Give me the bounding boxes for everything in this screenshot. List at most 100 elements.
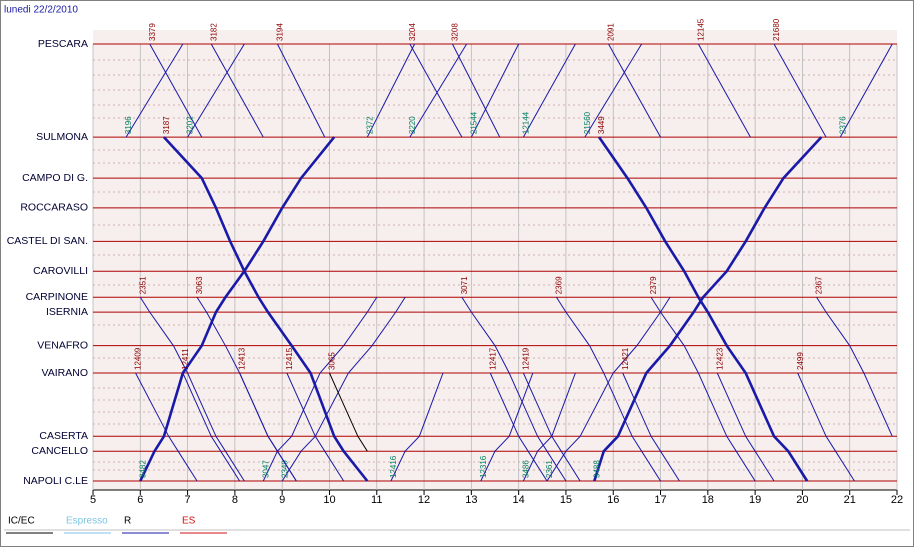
train-path	[522, 43, 576, 138]
x-tick-label: 10	[323, 494, 335, 506]
train-number: 2367	[815, 276, 824, 294]
train-number: 12411	[181, 348, 190, 370]
x-tick-label: 9	[279, 494, 285, 506]
x-tick-label: 7	[185, 494, 191, 506]
train-number: 12316	[479, 455, 488, 478]
train-number: 2091	[607, 23, 616, 41]
train-path	[390, 372, 444, 482]
x-tick-label: 12	[418, 494, 430, 506]
train-path	[409, 43, 463, 138]
train-number: 12416	[389, 455, 398, 478]
station-label: CARPINONE	[26, 291, 88, 303]
train-path	[522, 372, 581, 482]
train-number: 3486	[521, 460, 530, 478]
train-path	[697, 43, 751, 138]
train-number: 2369	[555, 276, 564, 294]
train-path	[489, 372, 548, 482]
train-number: 3047	[261, 460, 270, 478]
train-path	[139, 136, 336, 482]
legend-label: R	[124, 516, 131, 527]
train-number: 12409	[134, 347, 143, 370]
x-tick-label: 18	[702, 494, 714, 506]
station-label: PESCARA	[38, 38, 88, 50]
train-number: 2376	[838, 116, 847, 134]
x-tick-label: 14	[513, 494, 525, 506]
train-number: 12144	[521, 111, 530, 134]
train-path	[716, 372, 775, 482]
train-number: 12419	[521, 347, 530, 370]
train-path	[162, 136, 369, 482]
train-number: 12417	[488, 347, 497, 370]
train-path	[597, 136, 809, 482]
x-tick-label: 19	[749, 494, 761, 506]
x-tick-label: 15	[560, 494, 572, 506]
train-path	[135, 372, 198, 482]
station-label: CAROVILLI	[33, 265, 88, 277]
train-number: 3379	[148, 23, 157, 41]
train-path	[546, 296, 671, 482]
train-path	[470, 43, 520, 138]
x-tick-label: 6	[137, 494, 143, 506]
train-path	[839, 43, 893, 138]
train-path	[210, 43, 264, 138]
x-tick-label: 8	[232, 494, 238, 506]
train-number: 3065	[328, 352, 337, 370]
train-number: 3488	[592, 460, 601, 478]
station-label: ROCCARASO	[20, 202, 88, 214]
legend-label: ES	[182, 516, 196, 527]
x-tick-label: 16	[607, 494, 619, 506]
train-path	[329, 372, 368, 452]
train-path	[608, 43, 661, 138]
train-path	[239, 372, 297, 482]
train-number: 2349	[280, 460, 289, 478]
train-path	[277, 43, 326, 138]
train-number: 3182	[209, 23, 218, 41]
train-path	[182, 372, 241, 482]
train-number: 12415	[285, 347, 294, 370]
train-number: 3449	[597, 116, 606, 134]
train-path	[593, 136, 823, 482]
train-number: 3196	[124, 116, 133, 134]
train-number: 2372	[365, 116, 374, 134]
train-path	[187, 43, 245, 138]
station-label: CAMPO DI G.	[22, 172, 88, 184]
train-path	[409, 43, 468, 138]
train-path	[461, 296, 567, 482]
train-number: 3202	[186, 116, 195, 134]
station-label: CASERTA	[39, 430, 88, 442]
train-number: 3063	[195, 276, 204, 294]
plot-background	[93, 30, 897, 490]
train-number: 2351	[138, 276, 147, 294]
station-label: VENAFRO	[37, 339, 88, 351]
train-path	[584, 43, 643, 138]
train-number: 2499	[796, 352, 805, 370]
train-number: 21680	[772, 18, 781, 41]
train-number: 12423	[715, 347, 724, 370]
x-tick-label: 13	[465, 494, 477, 506]
train-number: 2361	[545, 460, 554, 478]
train-path	[281, 296, 406, 482]
station-label: SULMONA	[36, 131, 88, 143]
x-tick-label: 21	[844, 494, 856, 506]
train-number: 21544	[469, 111, 478, 134]
train-number: 3187	[162, 116, 171, 134]
legend-label: IC/EC	[8, 516, 35, 527]
station-label: NAPOLI C.LE	[23, 475, 88, 487]
train-number: 3208	[451, 23, 460, 41]
train-number: 12145	[696, 18, 705, 41]
x-tick-label: 17	[654, 494, 666, 506]
station-label: ISERNIA	[46, 306, 88, 318]
train-path	[286, 372, 345, 482]
chart-title: lunedi 22/2/2010	[4, 5, 78, 16]
train-path	[816, 296, 893, 437]
train-number: 3071	[460, 276, 469, 294]
train-path	[366, 43, 416, 138]
train-number: 3220	[408, 116, 417, 134]
x-tick-label: 22	[891, 494, 903, 506]
x-tick-label: 11	[371, 494, 382, 506]
train-path	[125, 43, 184, 138]
train-number: 12421	[621, 347, 630, 370]
train-path	[522, 372, 576, 482]
train-path	[622, 372, 680, 482]
train-number: 12413	[238, 347, 247, 370]
